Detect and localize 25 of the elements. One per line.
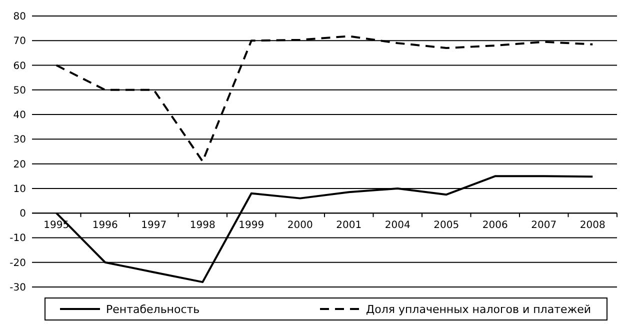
y-tick-label: 80 [13,12,26,22]
y-tick-label: -30 [10,282,26,294]
y-tick-label: 0 [20,208,26,220]
y-tick-label: -20 [10,258,26,269]
x-tick-label: 1997 [141,220,167,232]
x-tick-label: 2006 [482,220,508,232]
x-tick-label: 1999 [238,220,264,232]
x-tick-label: 1996 [92,220,118,232]
y-tick-label: 10 [13,184,26,195]
y-tick-label: 50 [13,85,26,96]
y-tick-label: 30 [13,134,26,146]
legend-label: Рентабельность [106,302,200,316]
x-tick-label: 2004 [384,220,410,232]
y-tick-label: 60 [13,60,26,72]
x-tick-label: 2007 [531,220,557,232]
y-tick-label: 40 [13,110,26,122]
x-tick-label: 2001 [336,220,362,232]
y-tick-label: -10 [10,233,26,244]
y-tick-label: 70 [13,36,26,48]
x-tick-label: 2000 [287,220,313,232]
x-tick-label: 2005 [434,220,460,232]
legend-label: Доля уплаченных налогов и платежей [366,302,592,316]
x-tick-label: 1998 [190,220,216,232]
x-tick-label: 2008 [580,220,606,232]
y-tick-label: 20 [13,159,26,170]
